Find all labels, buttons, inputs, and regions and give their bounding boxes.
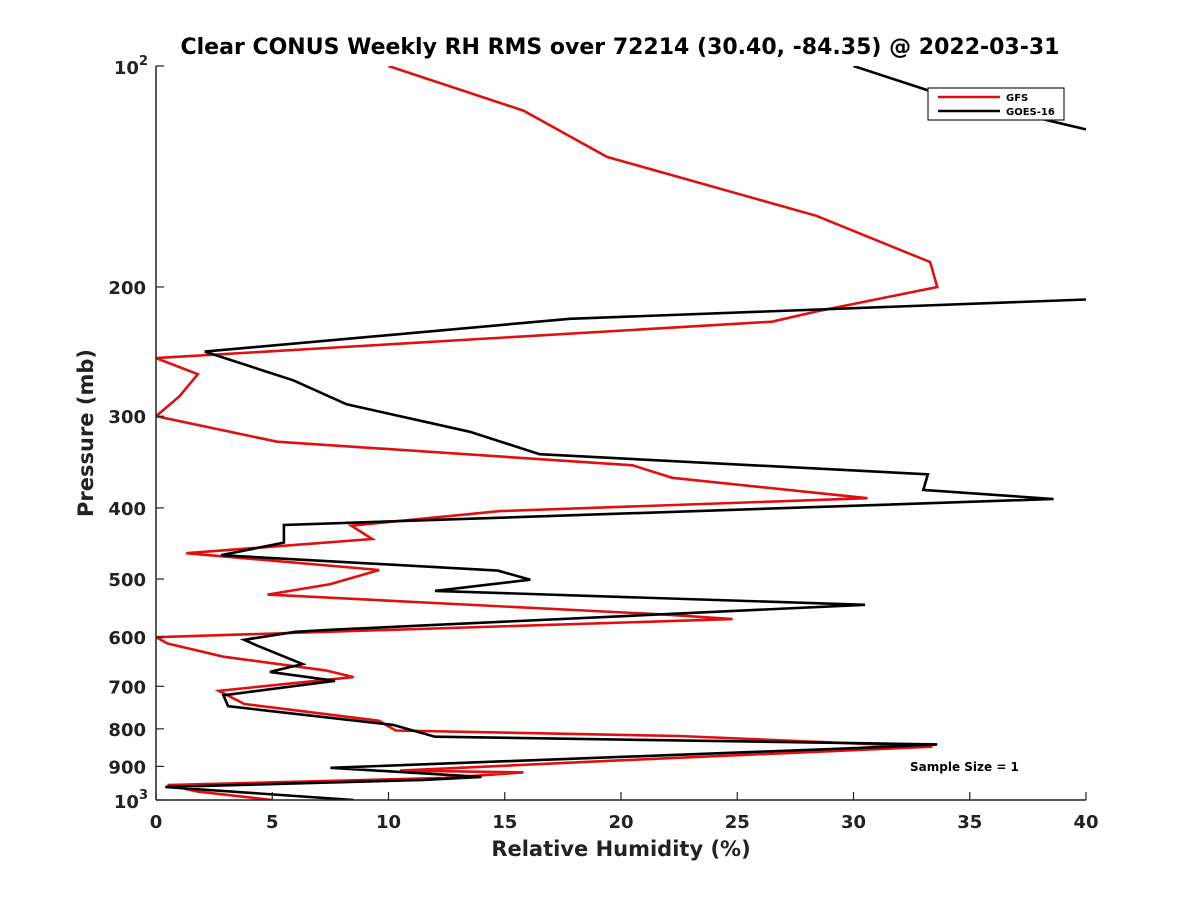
y-decade-tick-label: 103 (114, 788, 148, 813)
series-line-gfs (156, 66, 939, 800)
x-tick-label: 40 (1073, 812, 1098, 833)
legend-box (927, 87, 1065, 121)
legend-label-goes16: GOES-16 (1006, 107, 1055, 118)
plot-area: 0 5 10 15 20 25 30 35 40 200 300 400 500 600 700 800 90… (108, 54, 1098, 833)
legend-label-gfs: GFS (1006, 93, 1028, 104)
x-tick-label: 30 (841, 812, 866, 833)
x-ticks: 0 5 10 15 20 25 30 35 40 (150, 792, 1099, 833)
tick-base: 10 (114, 58, 139, 79)
x-axis-label: Relative Humidity (%) (491, 837, 750, 861)
x-tick-label: 35 (957, 812, 982, 833)
y-tick-label: 300 (108, 407, 146, 428)
tick-base: 10 (114, 792, 139, 813)
x-tick-label: 25 (725, 812, 750, 833)
y-decade-tick-label: 102 (114, 54, 148, 79)
axes-background (156, 66, 1086, 800)
x-tick-label: 15 (492, 812, 517, 833)
y-axis-label: Pressure (mb) (74, 349, 98, 517)
y-tick-label: 700 (108, 677, 146, 698)
tick-exponent: 3 (139, 788, 148, 803)
y-tick-label: 400 (108, 499, 146, 520)
legend: GFS GOES-16 (927, 87, 1065, 121)
tick-exponent: 2 (139, 54, 148, 69)
sample-size-annotation: Sample Size = 1 (910, 760, 1019, 774)
y-tick-label: 200 (108, 278, 146, 299)
x-tick-label: 0 (150, 812, 163, 833)
chart-title: Clear CONUS Weekly RH RMS over 72214 (30… (181, 35, 1060, 60)
x-tick-label: 5 (266, 812, 279, 833)
y-tick-label: 600 (108, 628, 146, 649)
x-tick-label: 10 (376, 812, 401, 833)
y-tick-label: 500 (108, 570, 146, 591)
y-tick-label: 800 (108, 720, 146, 741)
y-tick-label: 900 (108, 757, 146, 778)
x-tick-label: 20 (608, 812, 633, 833)
